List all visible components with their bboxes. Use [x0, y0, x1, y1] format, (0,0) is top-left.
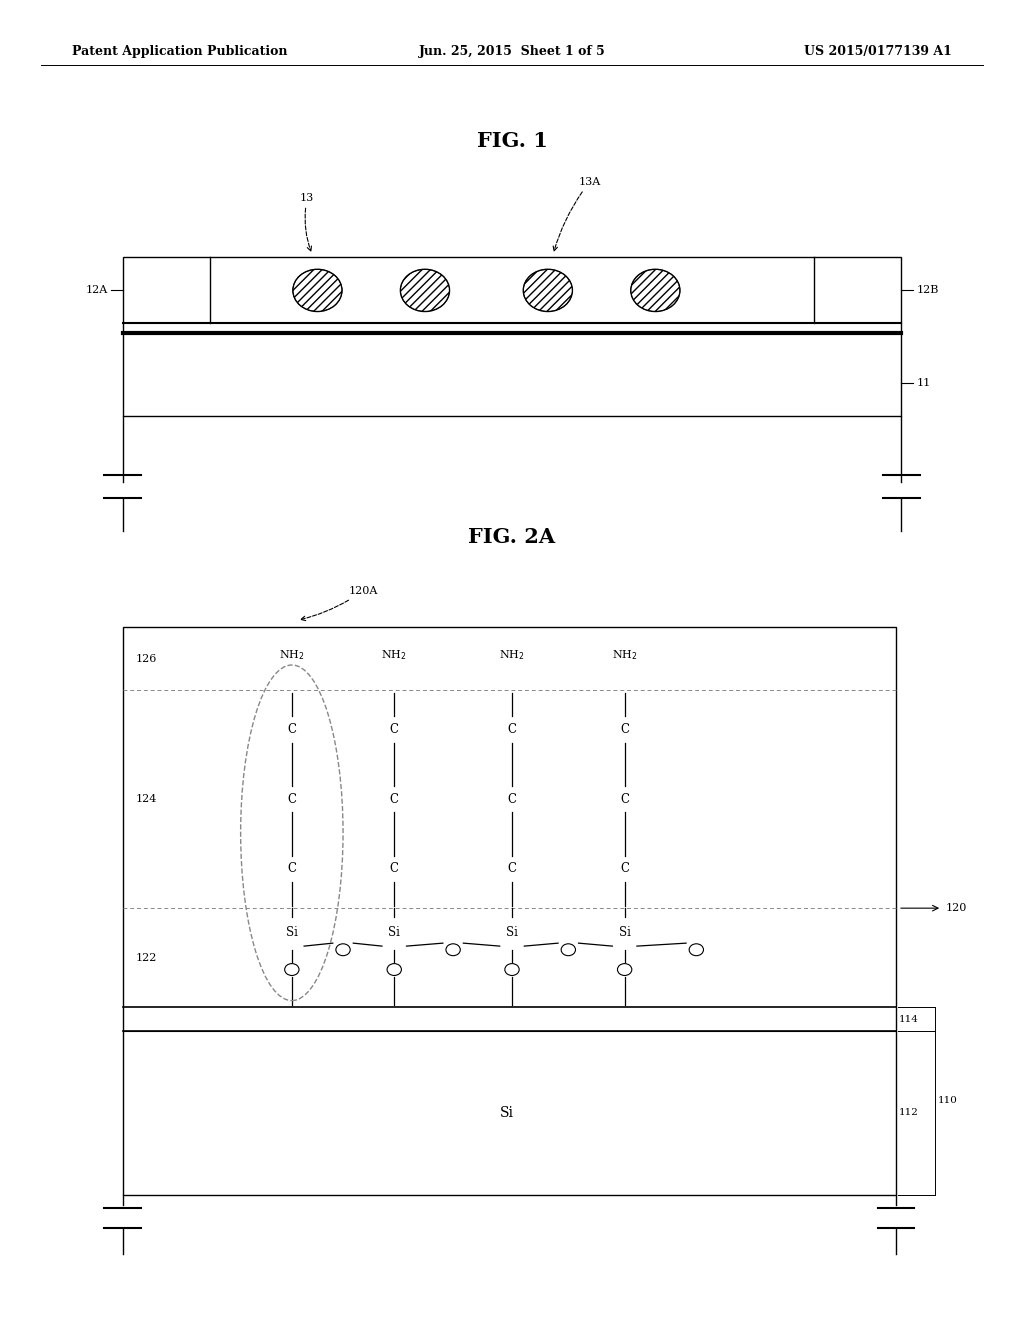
Ellipse shape	[505, 964, 519, 975]
Text: 126: 126	[135, 653, 157, 664]
Text: Si: Si	[618, 927, 631, 940]
Text: C: C	[621, 723, 629, 737]
Ellipse shape	[617, 964, 632, 975]
Ellipse shape	[689, 944, 703, 956]
Ellipse shape	[293, 269, 342, 312]
Ellipse shape	[523, 269, 572, 312]
Text: 120A: 120A	[301, 586, 378, 620]
Text: Si: Si	[388, 927, 400, 940]
Text: NH$_2$: NH$_2$	[381, 648, 408, 663]
Text: US 2015/0177139 A1: US 2015/0177139 A1	[805, 45, 952, 58]
Ellipse shape	[561, 944, 575, 956]
Ellipse shape	[387, 964, 401, 975]
Text: Si: Si	[500, 1106, 514, 1119]
Text: C: C	[508, 862, 516, 875]
Text: NH$_2$: NH$_2$	[499, 648, 525, 663]
Bar	[123, 257, 901, 416]
Text: 112: 112	[899, 1109, 919, 1117]
Text: 13: 13	[300, 193, 314, 251]
Text: Patent Application Publication: Patent Application Publication	[72, 45, 287, 58]
Text: Si: Si	[286, 927, 298, 940]
Text: 11: 11	[916, 378, 931, 388]
Ellipse shape	[446, 944, 461, 956]
Text: C: C	[288, 723, 296, 737]
Text: NH$_2$: NH$_2$	[279, 648, 305, 663]
Text: C: C	[288, 793, 296, 805]
Text: 122: 122	[135, 953, 157, 962]
Text: C: C	[288, 862, 296, 875]
Text: 114: 114	[899, 1015, 919, 1023]
Text: C: C	[621, 862, 629, 875]
Text: Jun. 25, 2015  Sheet 1 of 5: Jun. 25, 2015 Sheet 1 of 5	[419, 45, 605, 58]
Text: C: C	[508, 723, 516, 737]
Text: 120: 120	[945, 903, 967, 913]
Text: NH$_2$: NH$_2$	[611, 648, 638, 663]
Text: C: C	[621, 793, 629, 805]
Text: 124: 124	[135, 795, 157, 804]
Text: 110: 110	[938, 1097, 957, 1105]
Ellipse shape	[336, 944, 350, 956]
Text: Si: Si	[506, 927, 518, 940]
Bar	[123, 627, 896, 1195]
Ellipse shape	[285, 964, 299, 975]
Text: FIG. 1: FIG. 1	[476, 131, 548, 152]
Text: C: C	[508, 793, 516, 805]
Text: 13A: 13A	[553, 177, 601, 251]
Text: 12B: 12B	[916, 285, 939, 296]
Ellipse shape	[400, 269, 450, 312]
Ellipse shape	[631, 269, 680, 312]
Text: C: C	[390, 723, 398, 737]
Text: C: C	[390, 793, 398, 805]
Text: 12A: 12A	[85, 285, 108, 296]
Text: FIG. 2A: FIG. 2A	[468, 527, 556, 548]
Text: C: C	[390, 862, 398, 875]
